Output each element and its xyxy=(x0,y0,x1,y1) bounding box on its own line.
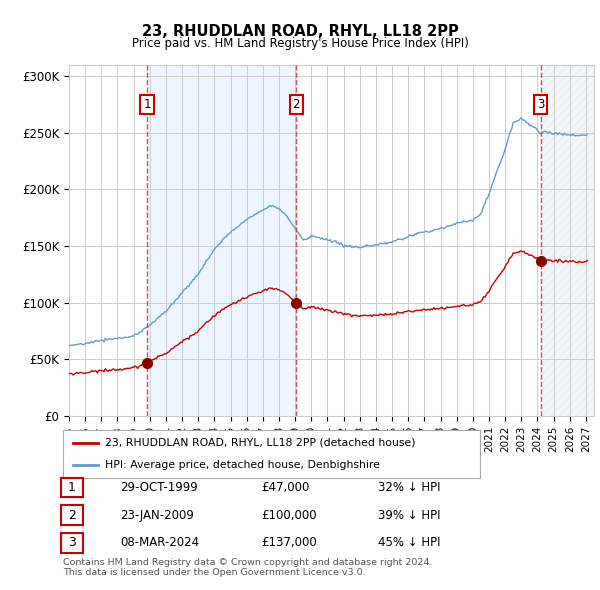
Text: 45% ↓ HPI: 45% ↓ HPI xyxy=(378,536,440,549)
Text: 3: 3 xyxy=(537,98,544,111)
Bar xyxy=(541,65,594,416)
Bar xyxy=(541,65,594,416)
Text: 23, RHUDDLAN ROAD, RHYL, LL18 2PP (detached house): 23, RHUDDLAN ROAD, RHYL, LL18 2PP (detac… xyxy=(104,438,415,448)
Text: 2: 2 xyxy=(68,509,76,522)
Text: Contains HM Land Registry data © Crown copyright and database right 2024.
This d: Contains HM Land Registry data © Crown c… xyxy=(63,558,433,577)
Text: 1: 1 xyxy=(143,98,151,111)
Text: 08-MAR-2024: 08-MAR-2024 xyxy=(120,536,199,549)
Text: Price paid vs. HM Land Registry's House Price Index (HPI): Price paid vs. HM Land Registry's House … xyxy=(131,37,469,50)
Text: 3: 3 xyxy=(68,536,76,549)
Text: £100,000: £100,000 xyxy=(261,509,317,522)
Text: 2: 2 xyxy=(293,98,300,111)
Text: £137,000: £137,000 xyxy=(261,536,317,549)
Text: 23-JAN-2009: 23-JAN-2009 xyxy=(120,509,194,522)
Text: HPI: Average price, detached house, Denbighshire: HPI: Average price, detached house, Denb… xyxy=(104,460,380,470)
Text: 39% ↓ HPI: 39% ↓ HPI xyxy=(378,509,440,522)
Text: 23, RHUDDLAN ROAD, RHYL, LL18 2PP: 23, RHUDDLAN ROAD, RHYL, LL18 2PP xyxy=(142,24,458,38)
Text: 1: 1 xyxy=(68,481,76,494)
Bar xyxy=(147,65,296,416)
Text: 29-OCT-1999: 29-OCT-1999 xyxy=(120,481,198,494)
Text: £47,000: £47,000 xyxy=(261,481,310,494)
Text: 32% ↓ HPI: 32% ↓ HPI xyxy=(378,481,440,494)
